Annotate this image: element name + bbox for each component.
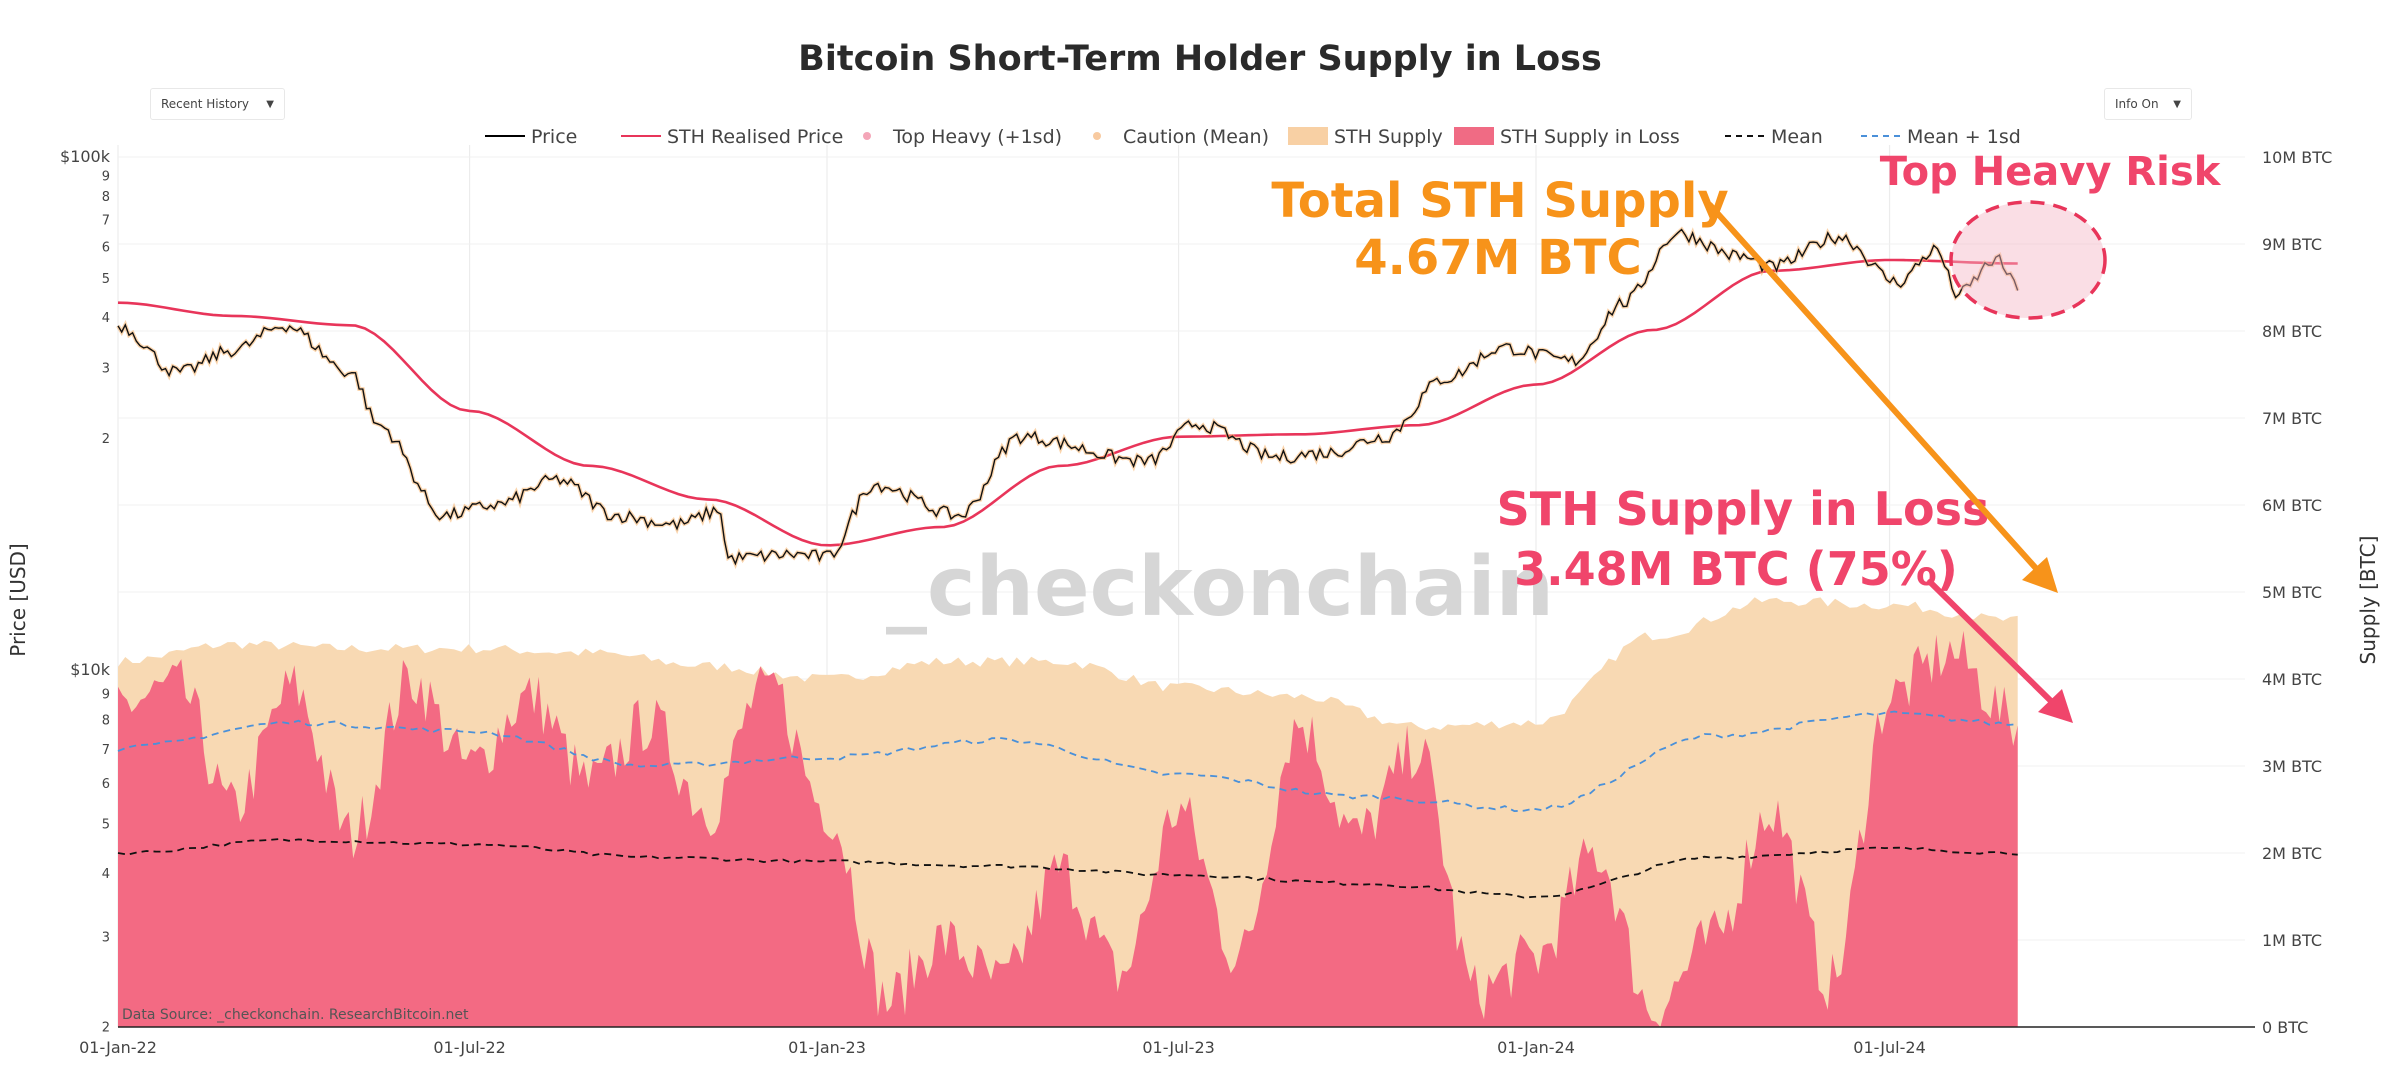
y-axis-right-ticks: 0 BTC 1M BTC 2M BTC 3M BTC 4M BTC 5M BTC 6M BT… xyxy=(2262,148,2332,1037)
legend-label: STH Supply in Loss xyxy=(1500,126,1680,148)
loss-value: 3.48M BTC (75%) xyxy=(1514,542,1958,596)
x-tick-label: 01-Jul-22 xyxy=(433,1038,505,1057)
total-supply-value: 4.67M BTC xyxy=(1354,230,1641,286)
y-left-tick-label: 6 xyxy=(102,777,110,792)
y-left-tick-label: 8 xyxy=(102,713,110,728)
total-supply-title: Total STH Supply xyxy=(1271,173,1728,229)
y-left-tick-label: 2 xyxy=(102,1020,110,1035)
price-lines xyxy=(116,226,2020,570)
legend-item: STH Realised Price xyxy=(621,126,843,148)
watermark: _checkonchain xyxy=(886,540,1554,635)
y-right-tick-label: 1M BTC xyxy=(2262,931,2322,950)
legend-swatch xyxy=(1093,132,1101,140)
chart-title: Bitcoin Short-Term Holder Supply in Loss xyxy=(798,39,1602,79)
legend-label: Price xyxy=(531,126,577,148)
x-tick-label: 01-Jul-24 xyxy=(1853,1038,1925,1057)
x-tick-label: 01-Jan-23 xyxy=(788,1038,866,1057)
x-tick-label: 01-Jul-23 xyxy=(1142,1038,1214,1057)
x-tick-label: 01-Jan-24 xyxy=(1497,1038,1575,1057)
legend-label: STH Realised Price xyxy=(667,126,843,148)
y-left-tick-label: 7 xyxy=(102,743,110,758)
y-left-tick-label: 6 xyxy=(102,240,110,255)
legend-label: STH Supply xyxy=(1334,126,1443,148)
y-left-tick-label: 3 xyxy=(102,361,110,376)
y-right-tick-label: 9M BTC xyxy=(2262,235,2322,254)
sth-supply-in-loss-area xyxy=(118,630,2018,1027)
history-dropdown[interactable]: Recent History ▼ xyxy=(150,88,285,120)
y-left-tick-label: 7 xyxy=(102,213,110,228)
legend-label: Top Heavy (+1sd) xyxy=(892,126,1062,148)
legend-item: Price xyxy=(485,126,577,148)
y-right-tick-label: 6M BTC xyxy=(2262,496,2322,515)
y-right-tick-label: 3M BTC xyxy=(2262,757,2322,776)
y-right-tick-label: 0 BTC xyxy=(2262,1018,2308,1037)
loss-title: STH Supply in Loss xyxy=(1497,482,1990,536)
y-left-tick-label: 5 xyxy=(102,272,110,287)
y-axis-right-label: Supply [BTC] xyxy=(2356,536,2380,665)
y-right-tick-label: 7M BTC xyxy=(2262,409,2322,428)
sth-realised-price-line xyxy=(117,258,2018,547)
legend: Price STH Realised Price Top Heavy (+1sd) C… xyxy=(485,126,2021,148)
y-right-tick-label: 8M BTC xyxy=(2262,322,2322,341)
y-right-tick-label: 2M BTC xyxy=(2262,844,2322,863)
info-dropdown[interactable]: Info On ▼ xyxy=(2104,88,2192,120)
x-tick-label: 01-Jan-22 xyxy=(79,1038,157,1057)
info-dropdown-label: Info On xyxy=(2115,97,2159,111)
y-axis-left-ticks: $100k 9 8 7 6 5 4 3 2 $10k 9 8 7 6 5 4 3 2 xyxy=(60,147,111,1035)
legend-item: STH Supply xyxy=(1288,126,1443,148)
y-left-tick-label: 5 xyxy=(102,818,110,833)
y-left-tick-label: 4 xyxy=(102,311,110,326)
y-right-tick-label: 5M BTC xyxy=(2262,583,2322,602)
legend-label: Mean + 1sd xyxy=(1907,126,2021,148)
chevron-down-icon: ▼ xyxy=(2173,98,2181,110)
y-left-tick-label: 8 xyxy=(102,190,110,205)
mean-lines xyxy=(117,710,2018,899)
chevron-down-icon: ▼ xyxy=(266,98,274,110)
top-heavy-risk-label: Top Heavy Risk xyxy=(1880,149,2222,195)
x-axis-ticks: 01-Jan-22 01-Jul-22 01-Jan-23 01-Jul-23 01-J… xyxy=(79,1038,1926,1057)
top-heavy-risk-marker xyxy=(1949,200,2107,320)
y-left-tick-label: 4 xyxy=(102,867,110,882)
y-axis-left-label: Price [USD] xyxy=(6,543,30,657)
legend-item: Top Heavy (+1sd) xyxy=(863,126,1062,148)
y-left-tick-label: 3 xyxy=(102,931,110,946)
mean-plus-1sd-line xyxy=(117,710,2018,813)
legend-label: Caution (Mean) xyxy=(1123,126,1269,148)
legend-item: Mean xyxy=(1725,126,1823,148)
legend-swatch xyxy=(1288,127,1328,145)
legend-swatch xyxy=(1454,127,1494,145)
y-left-tick-label: 9 xyxy=(102,687,110,702)
legend-swatch xyxy=(863,132,871,140)
legend-item: Caution (Mean) xyxy=(1093,126,1269,148)
legend-item: STH Supply in Loss xyxy=(1454,126,1680,148)
y-left-tick-label: 9 xyxy=(102,169,110,184)
orange-arrow xyxy=(1707,202,2058,593)
legend-label: Mean xyxy=(1771,126,1823,148)
y-left-tick-label: 2 xyxy=(102,432,110,447)
price-line xyxy=(117,228,2019,566)
mean-line xyxy=(117,838,2018,899)
y-right-tick-label: 4M BTC xyxy=(2262,670,2322,689)
history-dropdown-label: Recent History xyxy=(161,97,249,111)
y-left-tick-label: $10k xyxy=(70,660,111,679)
sth-supply-in-loss-fill xyxy=(118,630,2018,1027)
y-left-tick-label: $100k xyxy=(60,147,111,166)
data-source: Data Source: _checkonchain. ResearchBitc… xyxy=(122,1007,469,1023)
legend-item: Mean + 1sd xyxy=(1861,126,2021,148)
y-right-tick-label: 10M BTC xyxy=(2262,148,2332,167)
pink-arrow xyxy=(1927,579,2073,723)
